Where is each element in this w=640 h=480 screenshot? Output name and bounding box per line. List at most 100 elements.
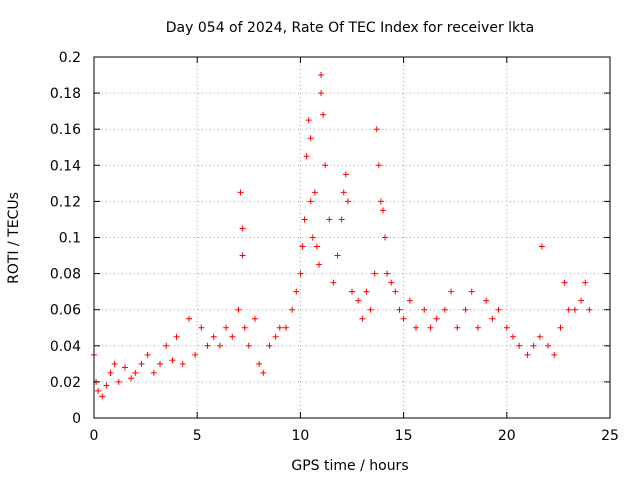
- data-point: [406, 297, 413, 304]
- y-tick-label: 0.16: [50, 122, 81, 138]
- data-point: [474, 324, 481, 331]
- data-point: [138, 360, 145, 367]
- data-point: [396, 306, 403, 313]
- data-point: [216, 342, 223, 349]
- y-tick-label: 0.18: [50, 86, 81, 102]
- data-point: [318, 90, 325, 97]
- data-point: [483, 297, 490, 304]
- data-point: [367, 306, 374, 313]
- data-point: [309, 234, 316, 241]
- data-point: [289, 306, 296, 313]
- data-point: [551, 351, 558, 358]
- y-tick-label: 0.1: [59, 231, 81, 247]
- data-point: [359, 315, 366, 322]
- y-axis-ticks: 0 0.02 0.04 0.06 0.08 0.1 0.12 0.14 0.16 0.18 0.2: [50, 50, 610, 427]
- data-point: [509, 333, 516, 340]
- y-tick-label: 0.12: [50, 194, 81, 210]
- x-tick-label: 5: [193, 428, 202, 444]
- data-point: [427, 324, 434, 331]
- data-point: [400, 315, 407, 322]
- x-axis-ticks: 0 5 10 15 20 25: [90, 57, 619, 444]
- data-point: [340, 189, 347, 196]
- data-point: [489, 315, 496, 322]
- data-point: [338, 216, 345, 223]
- data-point: [582, 279, 589, 286]
- data-point: [382, 234, 389, 241]
- data-point: [282, 324, 289, 331]
- x-axis-label: GPS time / hours: [291, 458, 408, 474]
- data-point: [530, 342, 537, 349]
- data-point: [272, 333, 279, 340]
- data-point: [157, 360, 164, 367]
- data-point: [326, 216, 333, 223]
- data-point: [355, 297, 362, 304]
- y-tick-label: 0: [72, 411, 81, 427]
- data-point: [578, 297, 585, 304]
- data-point: [448, 288, 455, 295]
- data-point: [107, 369, 114, 376]
- data-point: [307, 135, 314, 142]
- data-point: [379, 207, 386, 214]
- data-point: [313, 243, 320, 250]
- data-point: [297, 270, 304, 277]
- data-point: [320, 111, 327, 118]
- data-point: [377, 198, 384, 205]
- data-point: [239, 252, 246, 259]
- data-point: [454, 324, 461, 331]
- data-point: [163, 342, 170, 349]
- data-point: [210, 333, 217, 340]
- data-point: [536, 333, 543, 340]
- data-point: [322, 162, 329, 169]
- data-point: [293, 288, 300, 295]
- data-point: [342, 171, 349, 178]
- data-point: [441, 306, 448, 313]
- data-point: [516, 342, 523, 349]
- data-point: [111, 360, 118, 367]
- chart-title: Day 054 of 2024, Rate Of TEC Index for r…: [166, 20, 534, 36]
- data-point: [311, 189, 318, 196]
- data-point: [561, 279, 568, 286]
- data-point: [388, 279, 395, 286]
- data-point: [239, 225, 246, 232]
- data-point: [144, 351, 151, 358]
- data-point: [256, 360, 263, 367]
- data-point: [173, 333, 180, 340]
- data-point: [128, 375, 135, 382]
- data-point: [121, 364, 128, 371]
- data-point: [235, 306, 242, 313]
- x-tick-label: 25: [601, 428, 619, 444]
- y-axis-label: ROTI / TECUs: [6, 192, 22, 284]
- data-point: [421, 306, 428, 313]
- x-tick-label: 20: [498, 428, 516, 444]
- data-point: [503, 324, 510, 331]
- data-point: [150, 369, 157, 376]
- x-tick-label: 10: [291, 428, 309, 444]
- data-point: [545, 342, 552, 349]
- data-point: [433, 315, 440, 322]
- data-point: [237, 189, 244, 196]
- data-point: [204, 342, 211, 349]
- grid-lines: [94, 57, 610, 418]
- data-point: [334, 252, 341, 259]
- data-point: [373, 126, 380, 133]
- data-point: [241, 324, 248, 331]
- data-point: [303, 153, 310, 160]
- data-point: [375, 162, 382, 169]
- data-point: [363, 288, 370, 295]
- x-tick-label: 0: [90, 428, 99, 444]
- data-point: [495, 306, 502, 313]
- data-points: [91, 72, 593, 400]
- data-point: [103, 382, 110, 389]
- data-point: [260, 369, 267, 376]
- data-point: [266, 342, 273, 349]
- y-tick-label: 0.08: [50, 267, 81, 283]
- x-tick-label: 15: [395, 428, 413, 444]
- data-point: [412, 324, 419, 331]
- data-point: [565, 306, 572, 313]
- data-point: [462, 306, 469, 313]
- data-point: [179, 360, 186, 367]
- y-tick-label: 0.02: [50, 375, 81, 391]
- data-point: [586, 306, 593, 313]
- data-point: [349, 288, 355, 295]
- data-point: [307, 198, 314, 205]
